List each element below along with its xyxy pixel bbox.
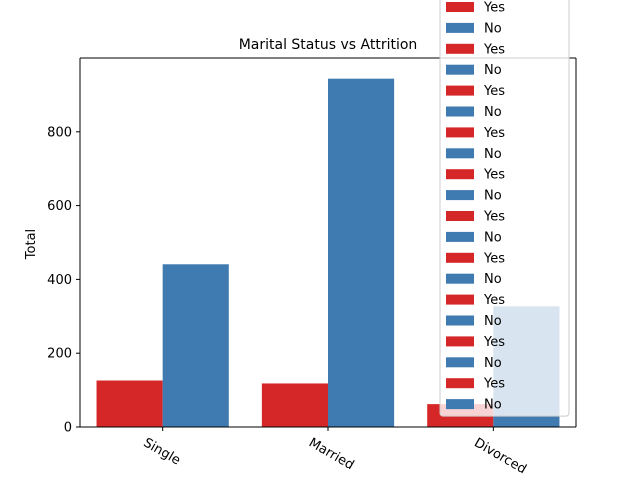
legend-swatch-yes <box>446 2 474 12</box>
legend-swatch-yes <box>446 211 474 221</box>
legend-swatch-no <box>446 190 474 201</box>
x-tick-label: Married <box>306 435 356 473</box>
legend-swatch-no <box>446 273 474 284</box>
legend-box <box>439 0 570 417</box>
legend-label: Yes <box>483 1 505 16</box>
legend-label: Yes <box>483 251 505 266</box>
legend-swatch-yes <box>446 169 474 180</box>
legend-label: Yes <box>483 126 505 141</box>
legend-swatch-yes <box>446 127 474 138</box>
legend-label: No <box>484 21 502 36</box>
y-tick-label: 200 <box>47 347 72 362</box>
legend-swatch-no <box>446 231 474 242</box>
legend-swatch-no <box>446 64 474 75</box>
legend: Yes No Yes No Yes No Yes No Yes No Yes No Yes No Yes No… <box>439 0 570 417</box>
legend-swatch-no <box>446 357 474 368</box>
bar-no-married <box>328 78 395 427</box>
bar-yes-single <box>96 380 163 427</box>
legend-swatch-yes <box>446 85 474 96</box>
legend-swatch-yes <box>446 294 474 305</box>
legend-label: No <box>484 398 502 413</box>
legend-swatch-yes <box>446 378 474 389</box>
legend-label: Yes <box>483 210 505 225</box>
y-axis-label: Total <box>24 229 39 260</box>
legend-label: No <box>484 356 502 371</box>
legend-swatch-no <box>446 22 474 33</box>
legend-swatch-no <box>446 106 474 117</box>
legend-label: Yes <box>483 293 505 308</box>
bar-yes-married <box>261 383 328 427</box>
x-tick-label: Divorced <box>471 435 528 477</box>
legend-label: No <box>484 314 502 329</box>
y-tick-label: 800 <box>47 125 72 140</box>
y-tick-label: 600 <box>47 199 72 214</box>
legend-label: No <box>484 189 502 204</box>
legend-label: Yes <box>483 84 505 99</box>
legend-swatch-no <box>446 399 474 410</box>
legend-swatch-no <box>446 148 474 159</box>
legend-swatch-yes <box>446 336 474 347</box>
y-tick-label: 400 <box>47 273 72 288</box>
legend-label: Yes <box>483 168 505 183</box>
legend-swatch-no <box>446 315 474 326</box>
legend-label: No <box>484 272 502 287</box>
chart-title: Marital Status vs Attrition <box>239 37 418 53</box>
legend-swatch-yes <box>446 43 474 54</box>
legend-label: No <box>484 230 502 245</box>
x-tick-label: Single <box>141 435 183 468</box>
legend-swatch-yes <box>446 252 474 263</box>
legend-label: Yes <box>483 335 505 350</box>
legend-label: No <box>484 105 502 120</box>
bar-no-single <box>162 264 229 427</box>
y-tick-label: 0 <box>64 421 72 436</box>
legend-label: Yes <box>483 42 505 57</box>
legend-label: No <box>484 63 502 78</box>
legend-label: Yes <box>483 377 505 392</box>
legend-label: No <box>484 147 502 162</box>
